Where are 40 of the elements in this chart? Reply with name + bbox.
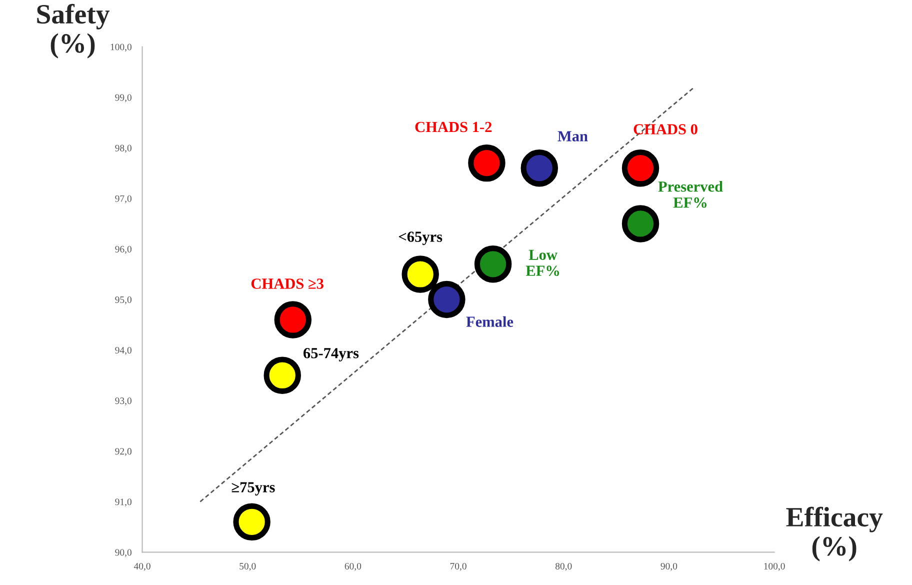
x-tick-label: 60,0 <box>344 562 362 571</box>
y-tick-label: 90,0 <box>115 549 132 558</box>
y-tick-label: 95,0 <box>115 296 132 304</box>
x-tick-label: 40,0 <box>134 562 150 571</box>
y-tick-label: 97,0 <box>115 195 132 204</box>
point <box>520 149 558 187</box>
annotation: Preserved EF% <box>658 181 723 208</box>
annotation: Man <box>558 131 588 142</box>
x-tick-label: 80,0 <box>555 562 572 571</box>
point <box>622 205 660 242</box>
annotation: CHADS 0 <box>634 124 698 134</box>
point <box>622 149 660 187</box>
y-tick-label: 100,0 <box>110 44 132 52</box>
x-axis-title: Efficacy (%) <box>786 506 883 562</box>
annotation: <65yrs <box>398 232 442 246</box>
y-tick-label: 99,0 <box>115 94 132 102</box>
x-tick-label: 50,0 <box>240 562 256 571</box>
y-tick-label: 92,0 <box>115 448 132 456</box>
y-tick-label: 96,0 <box>115 246 132 254</box>
point <box>264 356 301 394</box>
y-tick-label: 91,0 <box>115 498 132 507</box>
x-tick-label: 90,0 <box>660 562 678 571</box>
point <box>428 280 466 318</box>
point <box>402 256 439 293</box>
y-axis-title: Safety (%) <box>37 4 110 58</box>
y-tick-label: 98,0 <box>115 144 132 153</box>
y-tick-label: 93,0 <box>115 398 132 406</box>
point <box>474 246 512 283</box>
point <box>274 301 312 338</box>
annotation: Female <box>466 316 514 327</box>
annotation: ≥75yrs <box>232 482 275 496</box>
x-tick-label: 70,0 <box>450 562 466 571</box>
annotation: Low EF% <box>526 250 560 276</box>
annotation: CHADS ≥3 <box>251 278 324 289</box>
annotation: 65-74yrs <box>304 348 359 362</box>
x-tick-label: 100,0 <box>764 562 785 571</box>
point <box>468 144 506 182</box>
y-tick-label: 94,0 <box>115 346 132 355</box>
point <box>233 503 270 541</box>
annotation: CHADS 1-2 <box>415 122 492 132</box>
